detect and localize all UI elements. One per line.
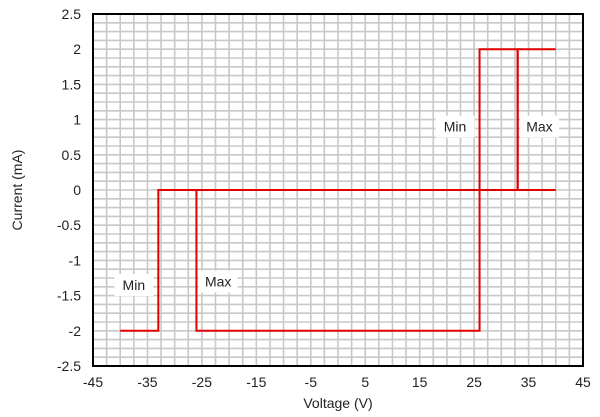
- y-tick-label: -2: [69, 323, 82, 339]
- y-tick-label: 0.5: [62, 147, 82, 163]
- x-tick-label: 45: [575, 374, 591, 390]
- series-line: [158, 48, 556, 191]
- annotation-text: Max: [205, 274, 231, 290]
- y-tick-label: 0: [73, 182, 81, 198]
- y-tick-label: -0.5: [57, 217, 81, 233]
- x-axis-ticks: -45 -35 -25 -15 -5 5 15 25 35 45: [83, 374, 591, 390]
- x-tick-label: 15: [412, 374, 428, 390]
- annotation-text: Min: [123, 277, 146, 293]
- annotation-label: Min: [114, 274, 154, 297]
- x-tick-label: 35: [521, 374, 537, 390]
- annotations: Min Max Min Max: [114, 115, 559, 297]
- annotation-background: [198, 270, 238, 293]
- x-tick-label: -25: [192, 374, 212, 390]
- annotation-label: Max: [198, 270, 238, 293]
- y-tick-label: -1.5: [57, 288, 81, 304]
- y-tick-label: -2.5: [57, 358, 81, 374]
- x-tick-label: -35: [137, 374, 157, 390]
- y-tick-label: -1: [69, 252, 82, 268]
- annotation-background: [114, 274, 154, 297]
- y-axis-label: Current (mA): [9, 150, 25, 231]
- y-tick-label: 2.5: [62, 6, 82, 22]
- plot-frame: [92, 13, 584, 367]
- x-tick-label: 25: [466, 374, 482, 390]
- y-tick-label: 2: [73, 41, 81, 57]
- x-tick-label: -15: [246, 374, 266, 390]
- x-tick-label: -45: [83, 374, 103, 390]
- annotation-text: Min: [444, 119, 467, 135]
- data-series: [120, 48, 556, 332]
- x-tick-label: 5: [361, 374, 369, 390]
- annotation-label: Max: [519, 115, 559, 138]
- annotation-label: Min: [435, 115, 475, 138]
- annotation-background: [519, 115, 559, 138]
- x-axis-label: Voltage (V): [303, 395, 372, 411]
- y-axis-ticks: 2.5 2 1.5 1 0.5 0 -0.5 -1 -1.5 -2 -2.5: [57, 6, 81, 374]
- annotation-background: [435, 115, 475, 138]
- annotation-text: Max: [526, 119, 552, 135]
- x-tick-label: -5: [305, 374, 318, 390]
- y-tick-label: 1: [73, 112, 81, 128]
- y-tick-label: 1.5: [62, 76, 82, 92]
